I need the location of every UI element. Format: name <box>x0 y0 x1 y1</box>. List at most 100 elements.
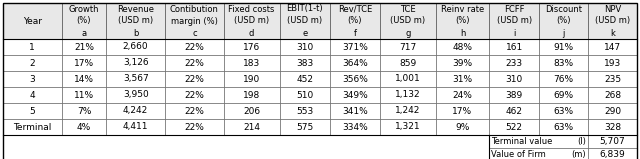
Text: 310: 310 <box>506 75 523 83</box>
Bar <box>540 103 588 119</box>
Text: 198: 198 <box>243 90 260 100</box>
Bar <box>165 39 223 55</box>
Text: 2,660: 2,660 <box>123 42 148 52</box>
Text: 389: 389 <box>506 90 523 100</box>
Text: Value of Firm: Value of Firm <box>491 150 546 159</box>
Bar <box>380 71 436 87</box>
Text: 3: 3 <box>29 75 35 83</box>
Bar <box>540 87 588 103</box>
Text: 371%: 371% <box>342 42 368 52</box>
Text: 22%: 22% <box>184 75 204 83</box>
Bar <box>436 119 489 135</box>
Text: g: g <box>405 28 411 38</box>
Text: 4,411: 4,411 <box>123 122 148 131</box>
Text: 341%: 341% <box>342 107 368 115</box>
Bar <box>436 55 489 71</box>
Text: 383: 383 <box>296 59 313 68</box>
Text: 3,126: 3,126 <box>123 59 148 68</box>
Text: 334%: 334% <box>342 122 368 131</box>
Bar <box>3 3 61 39</box>
Text: 9%: 9% <box>455 122 470 131</box>
Text: (USD m): (USD m) <box>595 17 630 25</box>
Bar <box>436 71 489 87</box>
Bar <box>489 71 540 87</box>
Bar <box>540 71 588 87</box>
Bar <box>61 71 106 87</box>
Text: Terminal value: Terminal value <box>491 137 552 146</box>
Bar <box>588 135 637 148</box>
Bar <box>61 103 106 119</box>
Bar <box>330 103 380 119</box>
Bar <box>280 55 330 71</box>
Bar <box>223 55 280 71</box>
Bar <box>540 39 588 55</box>
Text: a: a <box>81 28 86 38</box>
Bar <box>489 39 540 55</box>
Text: i: i <box>513 28 515 38</box>
Text: 76%: 76% <box>554 75 573 83</box>
Text: Discount: Discount <box>545 4 582 14</box>
Text: 161: 161 <box>506 42 523 52</box>
Bar <box>489 148 588 159</box>
Bar <box>588 119 637 135</box>
Text: 1,321: 1,321 <box>395 122 420 131</box>
Text: 235: 235 <box>604 75 621 83</box>
Text: b: b <box>133 28 138 38</box>
Bar <box>588 103 637 119</box>
Bar <box>436 103 489 119</box>
Text: j: j <box>563 28 565 38</box>
Text: 349%: 349% <box>342 90 368 100</box>
Text: 462: 462 <box>506 107 523 115</box>
Text: 268: 268 <box>604 90 621 100</box>
Text: NPV: NPV <box>604 4 621 14</box>
Text: 63%: 63% <box>554 122 573 131</box>
Text: 83%: 83% <box>554 59 573 68</box>
Bar <box>588 39 637 55</box>
Text: (USD m): (USD m) <box>497 17 532 25</box>
Text: 91%: 91% <box>554 42 573 52</box>
Text: 328: 328 <box>604 122 621 131</box>
Text: h: h <box>460 28 465 38</box>
Text: 2: 2 <box>29 59 35 68</box>
Text: 22%: 22% <box>184 59 204 68</box>
Bar <box>330 39 380 55</box>
Text: (%): (%) <box>348 17 362 25</box>
Text: 5: 5 <box>29 107 35 115</box>
Bar <box>106 3 165 39</box>
Text: TCE: TCE <box>400 4 416 14</box>
Text: Fixed costs: Fixed costs <box>228 4 275 14</box>
Bar <box>330 119 380 135</box>
Text: 63%: 63% <box>554 107 573 115</box>
Bar <box>165 87 223 103</box>
Text: c: c <box>192 28 196 38</box>
Text: 356%: 356% <box>342 75 368 83</box>
Text: Revenue: Revenue <box>117 4 154 14</box>
Text: (%): (%) <box>77 17 92 25</box>
Text: 176: 176 <box>243 42 260 52</box>
Text: 190: 190 <box>243 75 260 83</box>
Bar <box>489 135 588 148</box>
Text: 183: 183 <box>243 59 260 68</box>
Text: 859: 859 <box>399 59 417 68</box>
Bar <box>280 71 330 87</box>
Bar <box>223 87 280 103</box>
Text: 39%: 39% <box>452 59 472 68</box>
Bar <box>223 71 280 87</box>
Text: Contibution: Contibution <box>170 4 219 14</box>
Text: 69%: 69% <box>554 90 573 100</box>
Bar <box>3 135 489 159</box>
Text: Rev/TCE: Rev/TCE <box>338 4 372 14</box>
Bar <box>3 103 61 119</box>
Text: (USD m): (USD m) <box>234 17 269 25</box>
Text: EBIT(1-t): EBIT(1-t) <box>286 4 323 14</box>
Bar <box>106 103 165 119</box>
Bar <box>489 55 540 71</box>
Bar <box>588 148 637 159</box>
Text: 3,567: 3,567 <box>123 75 148 83</box>
Bar <box>3 55 61 71</box>
Bar <box>436 3 489 39</box>
Bar <box>223 39 280 55</box>
Bar <box>489 3 540 39</box>
Text: 17%: 17% <box>452 107 472 115</box>
Bar <box>489 87 540 103</box>
